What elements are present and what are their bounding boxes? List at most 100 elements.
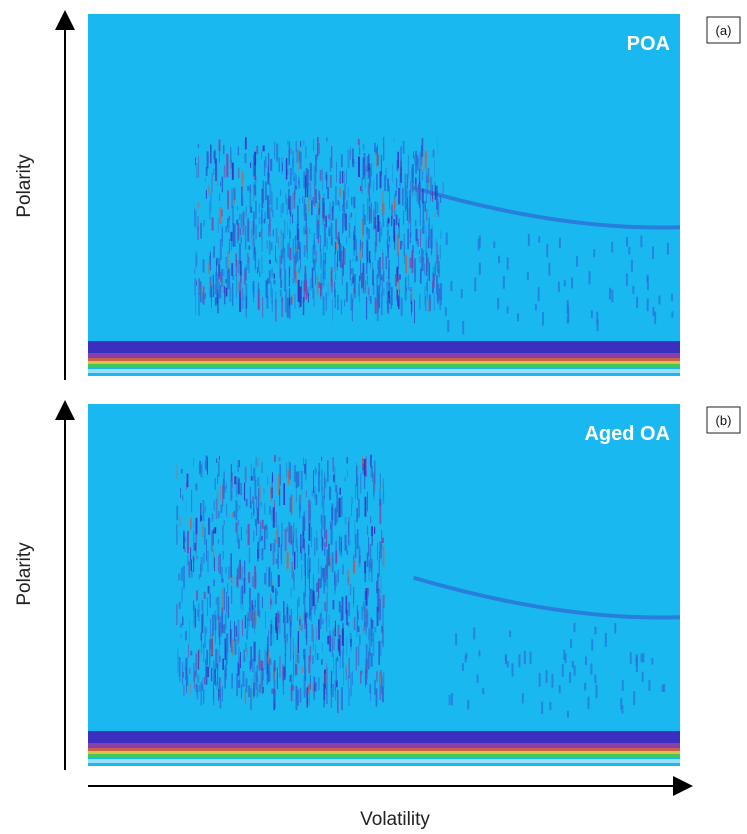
heatmap-dot — [445, 232, 448, 246]
heatmap-dot — [462, 320, 465, 335]
heatmap-dot — [658, 295, 661, 305]
heatmap-dot — [461, 663, 464, 672]
baseline-ticks — [88, 369, 680, 373]
heatmap-dot — [671, 311, 674, 318]
panel-a: POA (a) — [88, 14, 741, 376]
panel-b-tag: (b) — [706, 406, 741, 434]
heatmap-dot — [527, 234, 530, 246]
heatmap-dot — [542, 311, 545, 326]
heatmap-dot — [620, 697, 623, 710]
heatmap-dot — [450, 280, 453, 292]
heatmap-dot — [444, 307, 447, 316]
heatmap-dot — [564, 653, 567, 664]
baseline-band — [88, 361, 680, 364]
heatmap-dot — [633, 691, 636, 706]
heatmap-dot — [534, 304, 537, 311]
heatmap-dot — [625, 236, 628, 247]
heatmap-dot — [460, 288, 463, 299]
heatmap-dot — [588, 271, 591, 285]
heatmap-dot — [478, 650, 481, 657]
heatmap-dot — [538, 672, 541, 687]
baseline-ticks — [88, 759, 680, 763]
panel-a-tag: (a) — [706, 16, 741, 44]
heatmap-dot — [529, 651, 532, 664]
heatmap-dot — [596, 311, 599, 325]
heatmap-dot — [646, 282, 649, 290]
heatmap-dot — [646, 298, 649, 312]
heatmap-dot — [573, 622, 576, 633]
heatmap-dot — [502, 275, 505, 289]
heatmap-dot — [541, 701, 544, 715]
heatmap-dot — [482, 687, 485, 695]
heatmap-dot — [661, 684, 664, 692]
baseline-band — [88, 743, 680, 748]
heatmap-dot — [478, 262, 481, 275]
heatmap-dot — [567, 305, 570, 315]
heatmap-dot — [648, 680, 651, 691]
heatmap-dot — [558, 685, 561, 694]
heatmap-dot — [652, 246, 655, 260]
baseline-band — [88, 364, 680, 367]
heatmap-dot — [571, 660, 574, 668]
heatmap-dot — [646, 275, 649, 283]
heatmap-dot — [474, 277, 477, 292]
heatmap-dot — [671, 293, 674, 301]
heatmap-dot — [576, 255, 579, 267]
heatmap-dot — [590, 663, 593, 675]
heatmap-dot — [545, 670, 548, 684]
heatmap-dot — [636, 296, 639, 308]
heatmap-dot — [632, 285, 635, 294]
heatmap-dot — [493, 241, 496, 249]
heatmap-dot — [628, 246, 631, 255]
panel-a-marks — [88, 136, 681, 373]
panel-a-background — [88, 14, 680, 376]
heatmap-dot — [498, 255, 501, 264]
heatmap-dot — [546, 243, 549, 258]
baseline-band — [88, 751, 680, 754]
x-axis-label: Volatility — [360, 809, 430, 830]
y-axis-label-top: Polarity — [14, 154, 35, 218]
panel-b-marks — [88, 454, 681, 763]
heatmap-dot — [608, 287, 611, 300]
heatmap-dot — [521, 693, 524, 704]
panel-a-tag-text: (a) — [716, 23, 732, 38]
heatmap-dot — [635, 655, 638, 666]
heatmap-dot — [561, 664, 564, 677]
heatmap-dot — [517, 313, 520, 322]
heatmap-dot — [640, 653, 643, 662]
heatmap-dot — [563, 649, 566, 661]
panel-b-tag-text: (b) — [716, 413, 732, 428]
panel-a-title: POA — [627, 33, 670, 55]
heatmap-dot — [566, 710, 569, 718]
heatmap-dot — [506, 257, 509, 270]
heatmap-dot — [593, 249, 596, 258]
heatmap-dot — [526, 272, 529, 280]
heatmap-dot — [464, 655, 467, 663]
heatmap-dot — [654, 311, 657, 324]
heatmap-dot — [473, 627, 476, 640]
diagonal-streak — [413, 185, 681, 230]
heatmap-dot — [573, 665, 576, 676]
baseline-band — [88, 731, 680, 743]
heatmap-dot — [625, 273, 628, 286]
heatmap-dot — [594, 674, 597, 684]
heatmap-dot — [630, 259, 633, 272]
heatmap-dot — [506, 661, 509, 668]
heatmap-dot — [497, 297, 500, 310]
heatmap-dot — [641, 671, 644, 682]
heatmap-dot — [518, 654, 521, 668]
heatmap-dot — [506, 306, 509, 314]
panel-b: Aged OA (b) — [88, 404, 741, 766]
heatmap-dot — [538, 236, 541, 243]
heatmap-dot — [629, 652, 632, 665]
heatmap-dot — [611, 242, 614, 253]
heatmap-dot — [571, 277, 574, 289]
heatmap-dot — [548, 262, 551, 276]
heatmap-dot — [467, 700, 470, 710]
baseline-band — [88, 754, 680, 757]
heatmap-dot — [652, 307, 655, 317]
baseline-band — [88, 748, 680, 751]
heatmap-dot — [584, 682, 587, 691]
heatmap-dot — [596, 319, 599, 332]
